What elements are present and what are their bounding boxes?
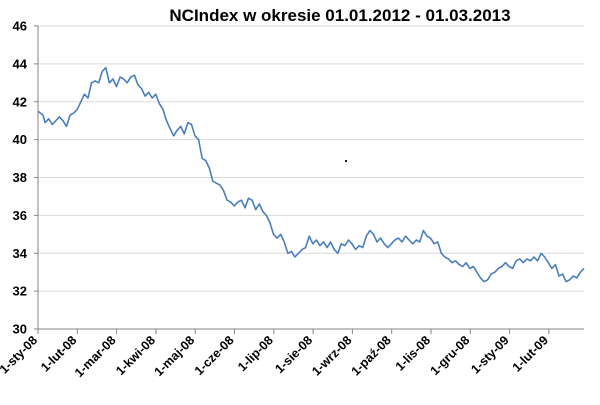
x-tick-label: 1-gru-08 (428, 333, 473, 378)
x-tick-label: 1-sty-08 (0, 333, 40, 376)
y-tick-label: 40 (13, 132, 27, 147)
y-tick-label: 46 (13, 19, 27, 34)
y-tick-label: 30 (13, 322, 27, 337)
x-tick-label: 1-mar-08 (72, 333, 119, 380)
y-tick-label: 44 (13, 56, 28, 71)
series-line (37, 66, 585, 283)
x-tick-label: 1-maj-08 (152, 333, 198, 379)
chart-title: NCIndex w okresie 01.01.2012 - 01.03.201… (169, 6, 510, 25)
x-tick-label: 1-cze-08 (192, 333, 237, 378)
y-axis-ticks: 30 32 34 36 38 40 42 44 46 (13, 19, 38, 337)
x-tick-label: 1-lut-09 (510, 333, 551, 374)
x-tick-label: 1-lip-08 (235, 333, 276, 374)
x-tick-label: 1-sty-09 (468, 333, 511, 376)
y-tick-label: 38 (13, 170, 27, 185)
x-tick-label: 1-sie-08 (272, 333, 315, 376)
y-tick-label: 32 (13, 284, 27, 299)
grid-lines (38, 25, 584, 292)
x-axis-ticks: 1-sty-081-lut-081-mar-081-kwi-081-maj-08… (0, 329, 551, 380)
y-tick-label: 36 (13, 208, 27, 223)
x-tick-label: 1-paź-08 (349, 333, 394, 378)
stray-dot (344, 159, 348, 163)
y-tick-label: 34 (13, 246, 28, 261)
x-tick-label: 1-wrz-08 (309, 333, 354, 378)
x-tick-label: 1-kwi-08 (113, 333, 158, 378)
y-tick-label: 42 (13, 94, 27, 109)
